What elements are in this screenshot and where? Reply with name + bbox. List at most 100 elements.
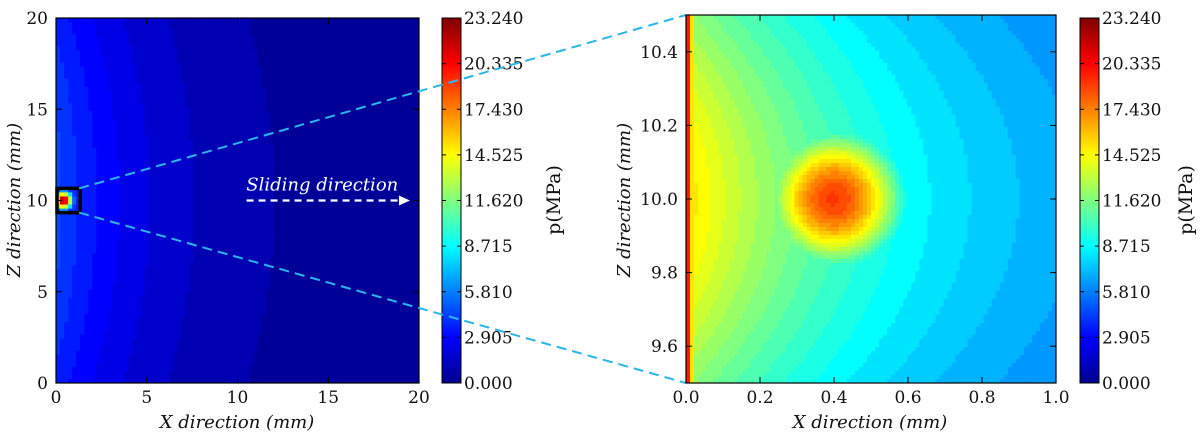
heat-cell — [144, 38, 150, 43]
heat-cell — [185, 78, 190, 84]
heat-cell — [342, 184, 347, 189]
heat-cell — [197, 66, 202, 72]
heat-cell — [322, 131, 327, 137]
heat-cell — [160, 58, 166, 64]
heat-cell — [249, 155, 255, 161]
heat-cell — [289, 82, 295, 88]
heat-cell — [205, 26, 210, 31]
heat-cell — [156, 241, 162, 246]
heat-cell — [350, 54, 356, 60]
heat-cell — [172, 103, 178, 108]
heat-cell — [406, 22, 412, 27]
heat-cell — [334, 111, 339, 116]
heat-cell — [72, 34, 77, 39]
heat-cell — [314, 91, 319, 96]
heat-cell — [152, 220, 158, 226]
heat-cell — [181, 164, 186, 169]
heat-cell — [80, 176, 85, 181]
heat-cell — [124, 131, 130, 137]
heat-cell — [269, 208, 275, 214]
heat-cell — [338, 78, 343, 84]
heat-cell — [136, 66, 142, 72]
heat-cell — [92, 184, 97, 189]
heat-cell — [386, 82, 392, 88]
heat-cell — [370, 95, 376, 100]
heat-cell — [68, 127, 73, 133]
heat-cell — [205, 192, 210, 198]
heat-cell — [318, 70, 323, 76]
heat-cell — [354, 176, 360, 181]
heat-cell — [120, 176, 126, 181]
heat-cell — [281, 82, 287, 88]
heat-cell — [164, 42, 170, 47]
heat-cell — [132, 155, 138, 161]
heat-cell — [322, 135, 327, 141]
heat-cell — [172, 188, 178, 193]
heat-cell — [330, 155, 335, 161]
heat-cell — [60, 107, 65, 112]
heat-cell — [285, 192, 291, 198]
heat-cell — [265, 123, 271, 129]
heat-cell — [350, 196, 356, 202]
heat-cell — [168, 241, 174, 246]
heat-cell — [322, 155, 327, 161]
heat-cell — [213, 135, 218, 141]
heat-cell — [414, 164, 419, 169]
heat-cell — [330, 91, 335, 96]
heat-cell — [410, 38, 416, 43]
heat-cell — [213, 103, 218, 108]
heat-cell — [386, 200, 392, 206]
heat-cell — [322, 107, 327, 112]
heat-cell — [414, 155, 419, 161]
heat-cell — [370, 127, 376, 133]
heat-cell — [342, 147, 347, 153]
heat-cell — [398, 192, 404, 198]
heat-cell — [88, 111, 93, 116]
heat-cell — [185, 176, 190, 181]
heat-cell — [318, 127, 323, 133]
heat-cell — [160, 82, 166, 88]
heat-cell — [56, 184, 61, 189]
heat-cell — [148, 18, 154, 23]
heat-cell — [221, 82, 226, 88]
heat-cell — [314, 155, 319, 161]
heat-cell — [285, 74, 291, 80]
heat-cell — [168, 212, 174, 218]
heat-cell — [68, 184, 73, 189]
heat-cell — [330, 34, 335, 39]
heat-cell — [302, 176, 307, 181]
heat-cell — [306, 38, 311, 43]
heat-cell — [177, 42, 182, 47]
heat-cell — [201, 62, 206, 68]
heat-cell — [394, 62, 400, 68]
heat-cell — [96, 176, 101, 181]
heat-cell — [281, 216, 287, 222]
heat-cell — [338, 232, 343, 238]
heat-cell — [128, 70, 134, 76]
heat-cell — [265, 147, 271, 153]
heat-cell — [386, 143, 392, 149]
heat-cell — [116, 107, 122, 112]
heat-cell — [298, 164, 303, 169]
heat-cell — [269, 74, 275, 80]
heat-cell — [285, 42, 291, 47]
heat-cell — [128, 111, 134, 116]
heat-cell — [390, 228, 396, 234]
heat-cell — [201, 208, 206, 214]
heat-cell — [370, 42, 376, 47]
heat-cell — [221, 188, 226, 193]
heat-cell — [144, 86, 150, 92]
heat-cell — [269, 220, 275, 226]
heat-cell — [414, 123, 419, 129]
heat-cell — [390, 192, 396, 198]
heat-cell — [181, 196, 186, 202]
heat-cell — [233, 34, 239, 39]
heat-cell — [342, 103, 347, 108]
heat-cell — [318, 103, 323, 108]
heat-cell — [334, 18, 339, 23]
heat-cell — [104, 115, 110, 120]
heat-cell — [322, 224, 327, 230]
heat-cell — [314, 151, 319, 157]
heat-cell — [245, 208, 251, 214]
heat-cell — [88, 22, 93, 27]
